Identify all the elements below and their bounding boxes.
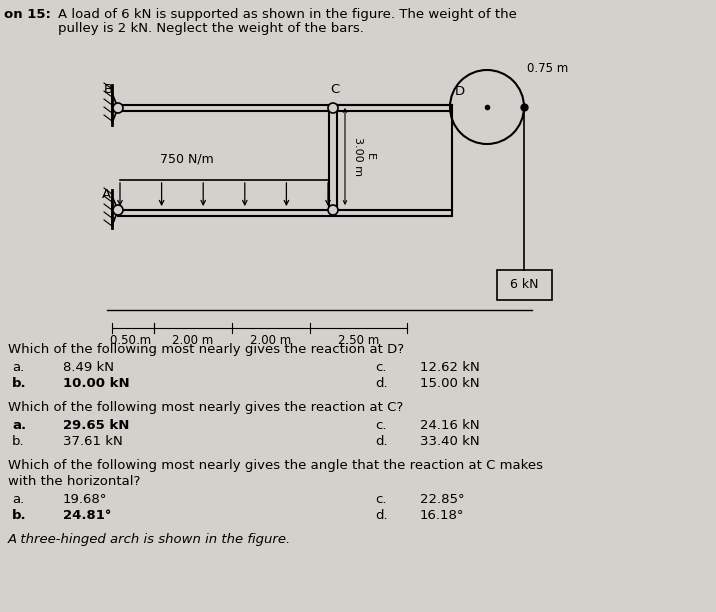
Text: 0.50 m: 0.50 m <box>110 334 151 347</box>
Text: 22.85°: 22.85° <box>420 493 465 506</box>
Text: 19.68°: 19.68° <box>63 493 107 506</box>
Text: b.: b. <box>12 377 26 390</box>
Text: b.: b. <box>12 435 24 448</box>
Text: a.: a. <box>12 493 24 506</box>
Text: d.: d. <box>375 377 387 390</box>
Text: 0.75 m: 0.75 m <box>527 62 569 75</box>
Text: A load of 6 kN is supported as shown in the figure. The weight of the: A load of 6 kN is supported as shown in … <box>58 8 517 21</box>
Text: 750 N/m: 750 N/m <box>160 153 214 166</box>
Text: 3.00 m: 3.00 m <box>353 137 363 176</box>
Text: with the horizontal?: with the horizontal? <box>8 475 140 488</box>
Text: Which of the following most nearly gives the reaction at C?: Which of the following most nearly gives… <box>8 401 403 414</box>
Text: E: E <box>365 153 375 160</box>
Text: A three-hinged arch is shown in the figure.: A three-hinged arch is shown in the figu… <box>8 533 291 546</box>
Text: c.: c. <box>375 361 387 374</box>
Text: pulley is 2 kN. Neglect the weight of the bars.: pulley is 2 kN. Neglect the weight of th… <box>58 22 364 35</box>
Text: 24.81°: 24.81° <box>63 509 112 522</box>
Text: d.: d. <box>375 435 387 448</box>
Text: c.: c. <box>375 419 387 432</box>
Text: 37.61 kN: 37.61 kN <box>63 435 122 448</box>
Text: d.: d. <box>375 509 387 522</box>
Bar <box>497 270 552 300</box>
Circle shape <box>113 205 123 215</box>
Text: 8.49 kN: 8.49 kN <box>63 361 114 374</box>
Text: 10.00 kN: 10.00 kN <box>63 377 130 390</box>
Text: a.: a. <box>12 361 24 374</box>
Text: 2.00 m: 2.00 m <box>251 334 291 347</box>
Text: 12.62 kN: 12.62 kN <box>420 361 480 374</box>
Text: b.: b. <box>12 509 26 522</box>
Circle shape <box>328 205 338 215</box>
Circle shape <box>328 103 338 113</box>
Text: on 15:: on 15: <box>4 8 51 21</box>
Text: 24.16 kN: 24.16 kN <box>420 419 480 432</box>
Text: A: A <box>102 188 111 201</box>
Text: 2.50 m: 2.50 m <box>338 334 379 347</box>
Circle shape <box>113 103 123 113</box>
Text: C: C <box>330 83 339 96</box>
Text: 16.18°: 16.18° <box>420 509 465 522</box>
Text: Which of the following most nearly gives the reaction at D?: Which of the following most nearly gives… <box>8 343 404 356</box>
Text: 33.40 kN: 33.40 kN <box>420 435 480 448</box>
Text: D: D <box>455 85 465 98</box>
Text: 29.65 kN: 29.65 kN <box>63 419 130 432</box>
Text: 6 kN: 6 kN <box>510 278 538 291</box>
Text: 15.00 kN: 15.00 kN <box>420 377 480 390</box>
Text: 2.00 m: 2.00 m <box>173 334 213 347</box>
Text: B: B <box>104 83 113 96</box>
Text: a.: a. <box>12 419 26 432</box>
Text: c.: c. <box>375 493 387 506</box>
Text: Which of the following most nearly gives the angle that the reaction at C makes: Which of the following most nearly gives… <box>8 459 543 472</box>
